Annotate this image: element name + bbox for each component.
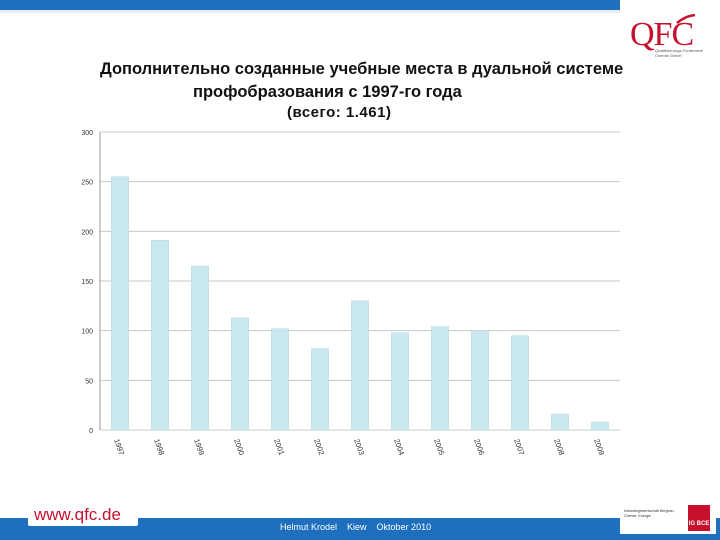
bar-2008 <box>551 413 569 431</box>
y-tick-label: 300 <box>81 130 93 137</box>
chart-title-total: (всего: 1.461) <box>287 104 392 121</box>
url-box <box>28 506 138 526</box>
svg-text:IG BCE: IG BCE <box>689 521 710 527</box>
y-tick-label: 150 <box>81 279 93 286</box>
x-tick-label: 1998 <box>152 438 166 457</box>
igbce-logo-icon: IG BCE <box>688 505 710 531</box>
x-tick-label: 2003 <box>352 438 366 457</box>
chart-title-line-1: Дополнительно созданные учебные места в … <box>100 60 624 78</box>
bar-2000 <box>231 317 249 431</box>
x-tick-label: 2009 <box>592 438 606 457</box>
footer-city: Kiew <box>347 522 367 532</box>
x-tick-label: 1997 <box>112 438 126 457</box>
bar-2007 <box>511 335 529 431</box>
bar-2004 <box>391 332 409 431</box>
partner-logo-text: Industriegewerkschaft Bergbau, Chemie, E… <box>624 509 675 518</box>
x-tick-label: 2008 <box>552 438 566 457</box>
bar-2001 <box>271 328 289 431</box>
bar-2005 <box>431 326 449 431</box>
footer-date: Oktober 2010 <box>376 522 432 532</box>
y-tick-label: 250 <box>81 180 93 187</box>
x-tick-label: 2007 <box>512 438 526 457</box>
y-tick-label: 50 <box>85 378 93 385</box>
x-tick-label: 2002 <box>312 438 326 457</box>
bar-2009 <box>591 421 609 431</box>
footer-text: Helmut Krodel Kiew Oktober 2010 <box>280 522 441 532</box>
website-link[interactable]: www.qfc.de <box>34 505 121 524</box>
bar-1997 <box>111 176 129 431</box>
x-tick-label: 2001 <box>272 438 286 457</box>
logo-swoosh-icon <box>676 14 696 24</box>
qfc-logo-text: QFC <box>630 16 694 53</box>
qfc-logo-caption: Qualifizierungs-Förderwerk Chemie GmbH <box>655 48 704 58</box>
x-tick-label: 1999 <box>192 438 206 457</box>
qfc-logo <box>624 10 716 72</box>
bar-1998 <box>151 240 169 431</box>
x-tick-label: 2000 <box>232 438 246 457</box>
bar-2002 <box>311 348 329 431</box>
x-tick-label: 2005 <box>432 438 446 457</box>
bar-2006 <box>471 330 489 431</box>
y-tick-label: 100 <box>81 329 93 336</box>
y-tick-label: 200 <box>81 229 93 236</box>
y-tick-label: 0 <box>89 428 93 435</box>
footer-author: Helmut Krodel <box>280 522 338 532</box>
top-banner-shadow <box>0 10 620 13</box>
bar-2003 <box>351 300 369 431</box>
chart-title-line-2: профобразования с 1997-го года <box>193 83 462 101</box>
x-tick-label: 2004 <box>392 438 406 457</box>
bottom-banner <box>0 518 720 540</box>
bar-1999 <box>191 265 209 431</box>
x-tick-label: 2006 <box>472 438 486 457</box>
top-banner <box>0 0 620 10</box>
